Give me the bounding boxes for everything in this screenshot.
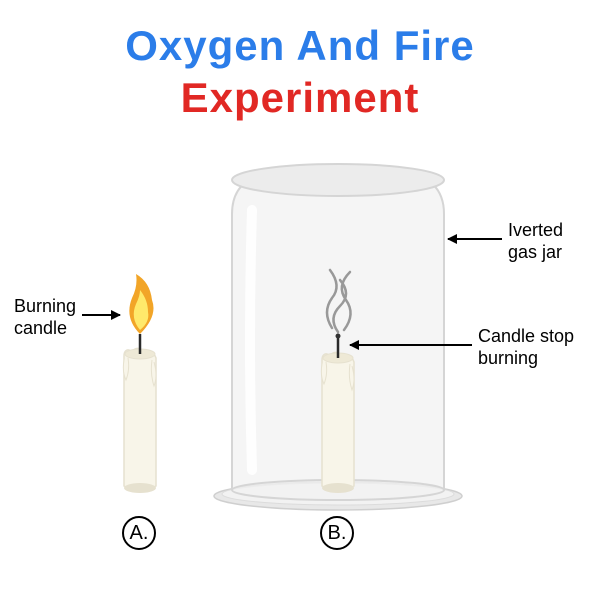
title-line-1: Oxygen And Fire bbox=[125, 22, 475, 70]
candle-a-base bbox=[124, 483, 156, 493]
panel-b-group bbox=[214, 164, 462, 510]
jar-highlight bbox=[250, 210, 252, 470]
arrow-inverted-jar bbox=[448, 238, 502, 240]
jar-top bbox=[232, 164, 444, 196]
title-line-2: Experiment bbox=[181, 74, 420, 122]
arrow-burning-candle bbox=[82, 314, 120, 316]
panel-label-b: B. bbox=[320, 516, 356, 550]
panel-a-circle: A. bbox=[122, 516, 156, 550]
candle-a-group bbox=[123, 274, 156, 493]
label-candle-stop: Candle stop burning bbox=[478, 326, 574, 369]
label-inverted-jar: Iverted gas jar bbox=[508, 220, 563, 263]
arrow-candle-stop bbox=[350, 344, 472, 346]
candle-b-base bbox=[322, 483, 354, 493]
panel-b-circle: B. bbox=[320, 516, 354, 550]
label-burning-candle: Burning candle bbox=[14, 296, 76, 339]
panel-label-a: A. bbox=[122, 516, 158, 550]
